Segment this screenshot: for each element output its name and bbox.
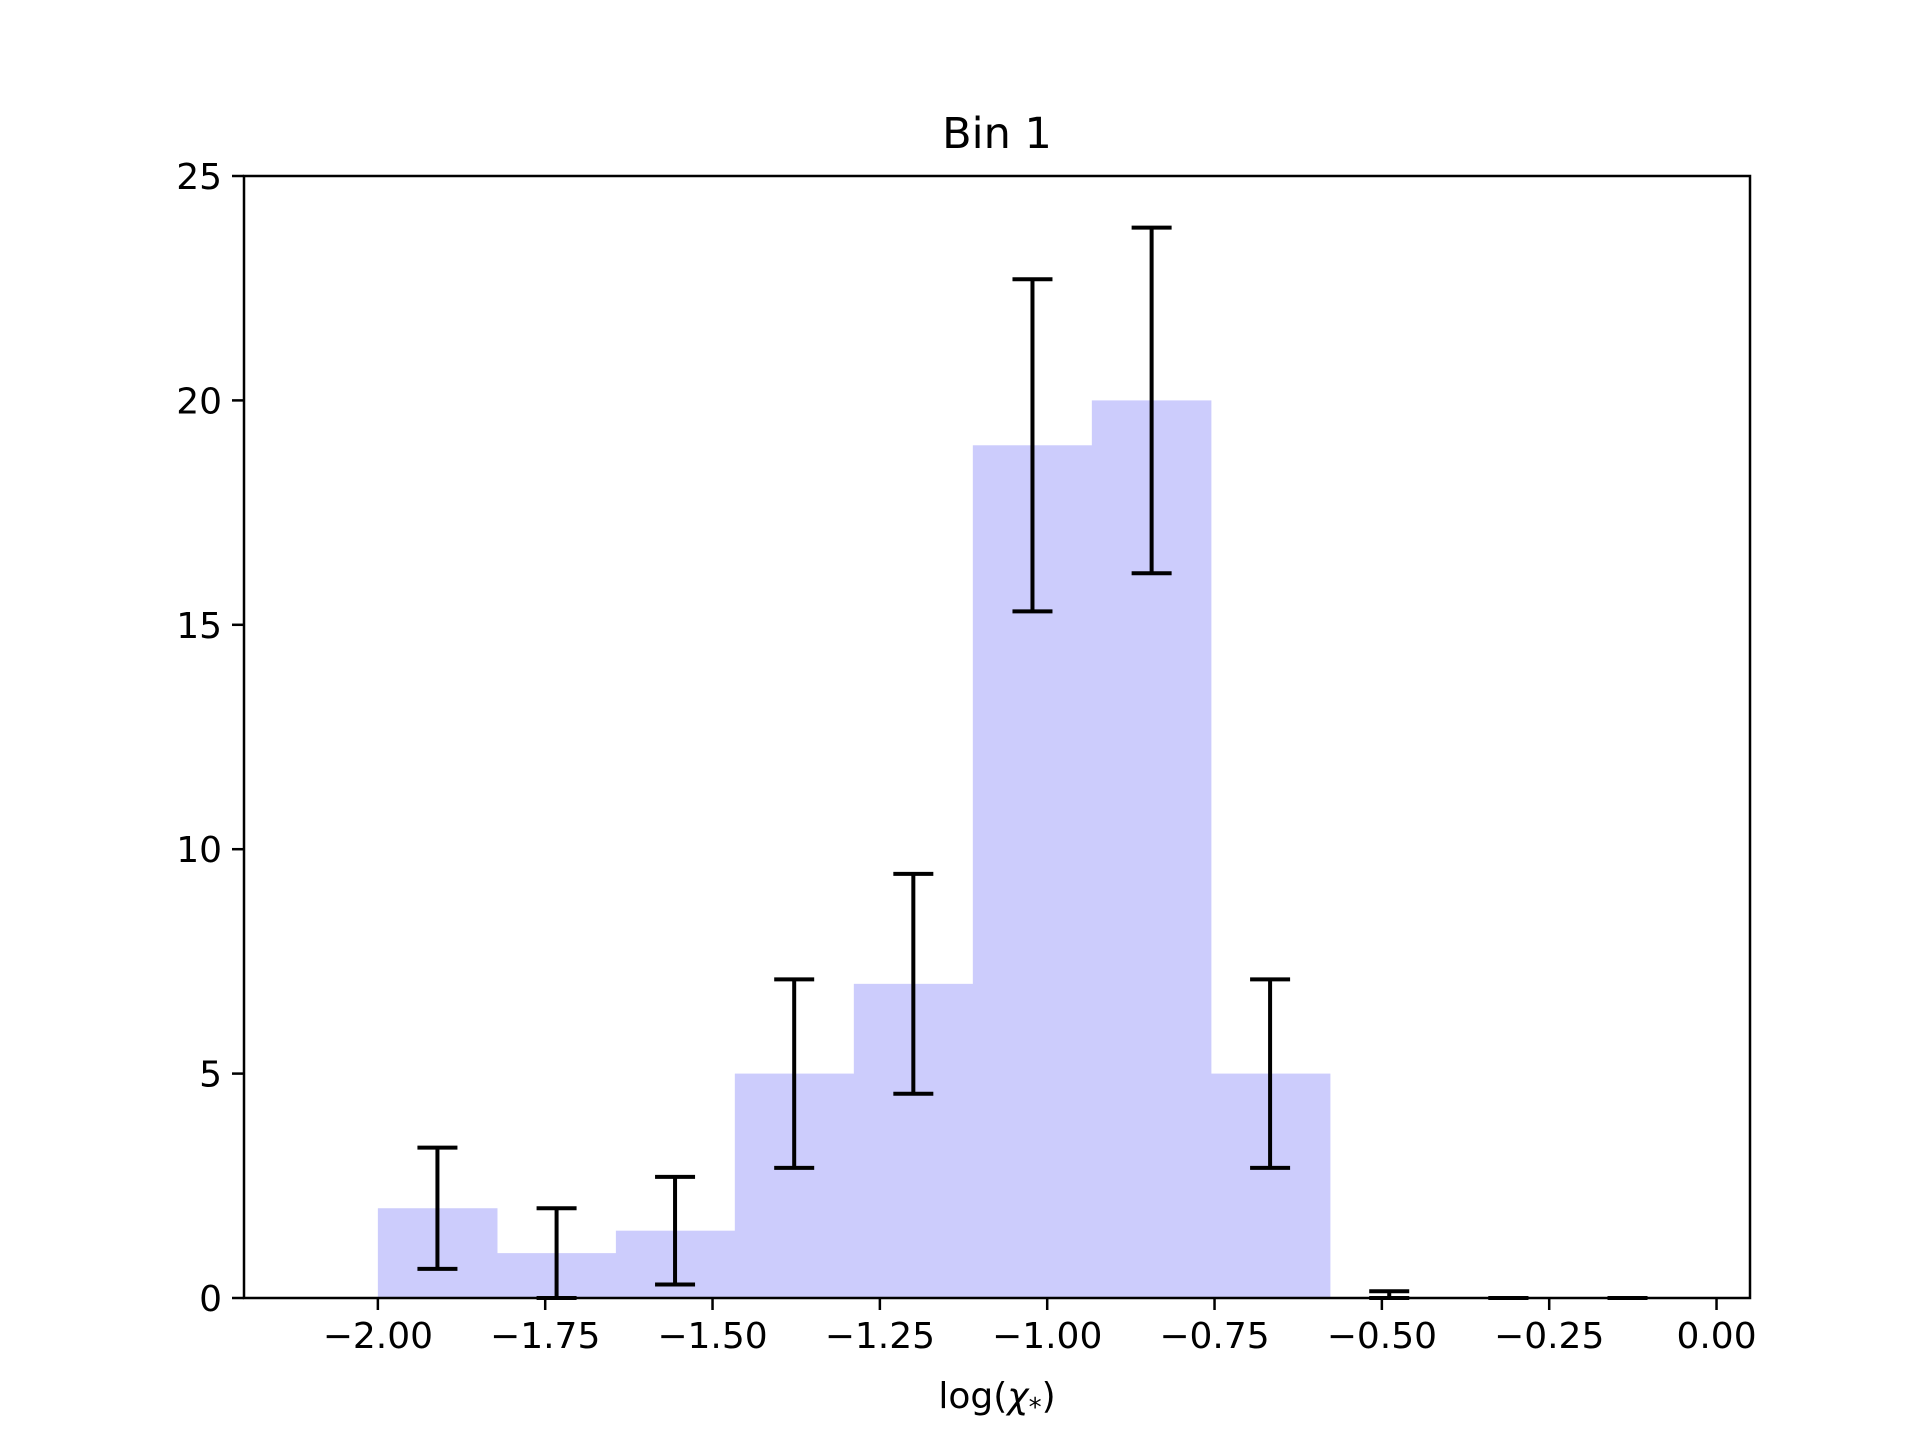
chart-title: Bin 1	[942, 109, 1052, 159]
y-tick-label: 5	[199, 1055, 222, 1096]
x-axis-label-base: log(	[938, 1376, 1007, 1417]
x-tick-label: −1.75	[490, 1316, 600, 1357]
x-tick-label: −1.50	[657, 1316, 767, 1357]
x-tick-label: −0.25	[1494, 1316, 1604, 1357]
error-bar	[1131, 225, 1172, 576]
x-axis-ticks: −2.00 −1.75 −1.50 −1.25 −1.00 −0.75 −0.50 −0.25…	[323, 1298, 1757, 1357]
x-axis-label-close: )	[1042, 1376, 1056, 1417]
y-axis-ticks: 0 5 10 15 20 25	[176, 157, 244, 1320]
x-tick-label: −1.25	[825, 1316, 935, 1357]
x-axis-label: log(χ*)	[938, 1376, 1055, 1423]
error-bar	[417, 1145, 458, 1271]
y-tick-label: 15	[176, 606, 222, 647]
x-axis-label-sub: *	[1029, 1393, 1042, 1423]
x-tick-label: −2.00	[323, 1316, 433, 1357]
x-tick-label: −1.00	[992, 1316, 1102, 1357]
error-bar	[774, 977, 815, 1170]
y-tick-label: 0	[199, 1279, 222, 1320]
x-tick-label: −0.75	[1159, 1316, 1269, 1357]
x-tick-label: −0.50	[1327, 1316, 1437, 1357]
error-bar	[1250, 977, 1291, 1170]
error-bar	[1012, 277, 1053, 614]
error-bar	[655, 1174, 696, 1287]
axes-frame	[242, 174, 1752, 1300]
x-axis-label-symbol: χ	[1005, 1376, 1030, 1417]
bars-group	[377, 400, 1331, 1298]
y-tick-label: 10	[176, 830, 222, 871]
x-tick-label: 0.00	[1676, 1316, 1756, 1357]
y-tick-label: 25	[176, 157, 222, 198]
error-bar	[893, 871, 934, 1096]
y-tick-label: 20	[176, 381, 222, 422]
